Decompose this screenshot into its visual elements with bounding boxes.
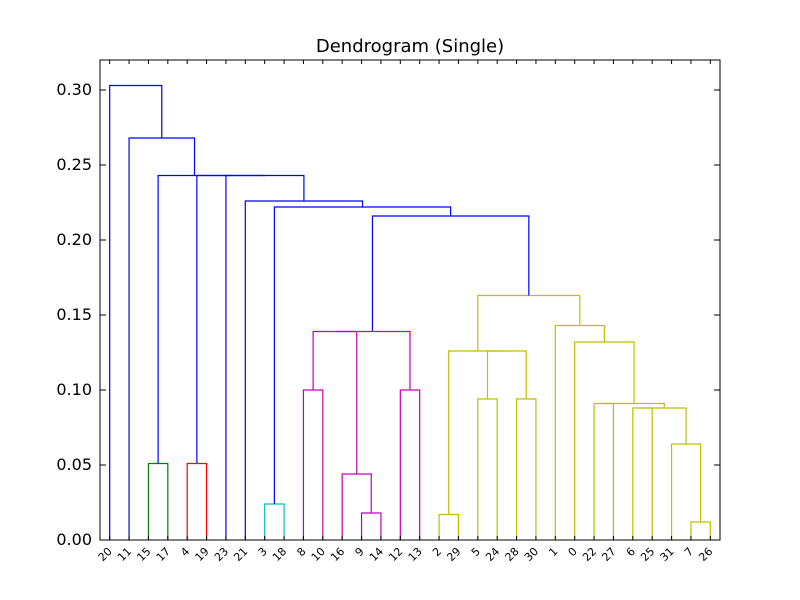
leaf-label: 5 xyxy=(469,545,483,559)
dendrogram-link xyxy=(554,324,605,540)
leaf-label: 16 xyxy=(328,545,347,564)
dendrogram-link xyxy=(371,215,530,332)
chart-title: Dendrogram (Single) xyxy=(316,36,504,57)
leaf-label: 29 xyxy=(444,545,463,564)
dendrogram-link xyxy=(632,407,653,540)
leaf-label: 3 xyxy=(256,545,270,559)
y-tick-label: 0.15 xyxy=(56,305,92,324)
leaf-label: 13 xyxy=(406,545,425,564)
dendrogram-link xyxy=(574,341,635,540)
leaf-label: 0 xyxy=(566,545,580,559)
dendrogram-link xyxy=(147,462,169,540)
leaf-label: 31 xyxy=(658,545,677,564)
y-tick-label: 0.30 xyxy=(56,80,92,99)
dendrogram-link xyxy=(593,402,615,540)
dendrogram-link xyxy=(360,512,382,540)
leaf-label: 17 xyxy=(154,545,173,564)
leaf-label: 7 xyxy=(682,545,696,559)
dendrogram-links xyxy=(109,84,711,540)
dendrogram-link xyxy=(196,174,265,464)
dendrogram-link xyxy=(128,137,196,540)
dendrogram-link xyxy=(341,473,372,540)
leaf-label: 14 xyxy=(367,545,386,564)
leaf-label: 6 xyxy=(624,545,638,559)
dendrogram-link xyxy=(399,389,421,540)
leaf-label: 12 xyxy=(386,545,405,564)
leaf-label: 9 xyxy=(353,545,367,559)
leaf-label: 24 xyxy=(483,545,502,564)
leaf-label: 27 xyxy=(599,545,618,564)
leaf-label: 1 xyxy=(546,545,560,559)
leaf-label: 30 xyxy=(522,545,541,564)
leaf-label: 4 xyxy=(178,545,192,559)
dendrogram-link xyxy=(157,174,231,464)
dendrogram-link xyxy=(438,513,460,540)
leaf-label: 22 xyxy=(580,545,599,564)
leaf-label: 19 xyxy=(193,545,212,564)
dendrogram-link xyxy=(264,503,285,540)
dendrogram-link xyxy=(448,350,507,515)
y-tick-label: 0.05 xyxy=(56,455,92,474)
x-axis-ticks: 20 11 15 17 4 19 23 21 3 18 8 10 16 9 14 12 13 2 29 5 24 28 30… xyxy=(96,60,715,564)
leaf-label: 18 xyxy=(270,545,289,564)
leaf-label: 8 xyxy=(294,545,308,559)
leaf-label: 28 xyxy=(503,545,522,564)
dendrogram-link xyxy=(642,407,687,444)
dendrogram-link xyxy=(302,389,324,540)
leaf-label: 10 xyxy=(309,545,328,564)
leaf-label: 20 xyxy=(96,545,115,564)
leaf-label: 2 xyxy=(430,545,444,559)
leaf-label: 23 xyxy=(212,545,231,564)
y-axis-ticks: 0.00 0.05 0.10 0.15 0.20 0.25 0.30 xyxy=(56,80,720,549)
dendrogram-link xyxy=(477,294,581,351)
dendrogram-link xyxy=(603,402,665,408)
y-tick-label: 0.00 xyxy=(56,530,92,549)
leaf-label: 26 xyxy=(696,545,715,564)
y-tick-label: 0.20 xyxy=(56,230,92,249)
dendrogram-link xyxy=(690,521,711,540)
leaf-label: 11 xyxy=(115,545,134,564)
leaf-label: 15 xyxy=(134,545,153,564)
leaf-label: 21 xyxy=(231,545,250,564)
y-tick-label: 0.10 xyxy=(56,380,92,399)
dendrogram-link xyxy=(670,443,702,540)
plot-frame xyxy=(99,59,721,541)
y-tick-label: 0.25 xyxy=(56,155,92,174)
dendrogram-link xyxy=(334,330,411,390)
dendrogram-link xyxy=(515,398,537,540)
leaf-label: 25 xyxy=(638,545,657,564)
dendrogram-link xyxy=(225,174,305,540)
dendrogram-link xyxy=(273,206,452,504)
dendrogram-link xyxy=(109,84,163,540)
dendrogram-link xyxy=(186,462,208,540)
dendrogram-link xyxy=(312,330,358,474)
dendrogram-link xyxy=(486,350,527,399)
dendrogram-link xyxy=(477,398,498,540)
